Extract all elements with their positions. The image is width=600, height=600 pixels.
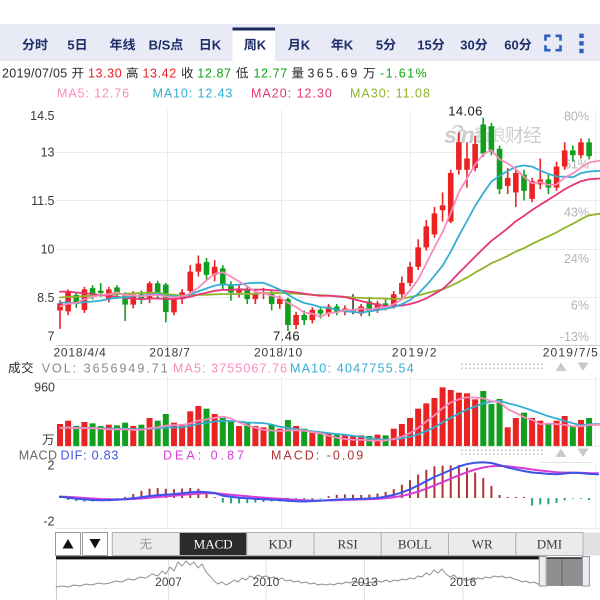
svg-text:13: 13 (41, 145, 55, 159)
svg-text:12.77: 12.77 (254, 67, 288, 81)
svg-text:2010: 2010 (253, 575, 280, 589)
svg-text:VOL: 3656949.71: VOL: 3656949.71 (42, 361, 170, 375)
svg-text:K: K (344, 37, 354, 52)
svg-text:30: 30 (460, 37, 474, 52)
svg-text:2018/10: 2018/10 (254, 346, 303, 360)
svg-text:14.5: 14.5 (30, 109, 54, 123)
svg-text:5: 5 (376, 37, 383, 52)
svg-text:43%: 43% (564, 205, 589, 219)
svg-text:MA5: 12.76: MA5: 12.76 (57, 86, 130, 100)
svg-text:K: K (212, 37, 222, 52)
svg-text:11.5: 11.5 (31, 194, 54, 208)
svg-text:sina: sina (444, 122, 487, 148)
svg-text:960: 960 (34, 381, 55, 395)
svg-text:K: K (257, 37, 267, 52)
svg-text:80%: 80% (564, 109, 589, 123)
svg-text:DEA: 0.87: DEA: 0.87 (163, 449, 247, 463)
svg-text:2: 2 (48, 459, 55, 473)
svg-text:2016: 2016 (450, 575, 477, 589)
svg-text:13.30: 13.30 (88, 67, 122, 81)
svg-text:2018/4/4: 2018/4/4 (53, 346, 106, 360)
svg-text:14.06: 14.06 (448, 104, 483, 119)
svg-text:7.46: 7.46 (273, 329, 300, 344)
svg-text:-13%: -13% (560, 330, 589, 344)
svg-text:K: K (301, 37, 311, 52)
svg-text:365.69: 365.69 (308, 67, 360, 81)
svg-text:-1.61%: -1.61% (380, 67, 428, 81)
svg-text:MA30: 11.08: MA30: 11.08 (350, 86, 431, 100)
svg-text:12.87: 12.87 (197, 67, 231, 81)
svg-text:DIF: 0.83: DIF: 0.83 (61, 449, 120, 463)
svg-text:BOLL: BOLL (398, 537, 432, 552)
svg-text:2007: 2007 (155, 575, 182, 589)
svg-text:MACD: MACD (19, 449, 58, 463)
svg-text:B/S: B/S (149, 37, 171, 52)
svg-text:2019/7/5: 2019/7/5 (543, 346, 599, 360)
svg-text:60: 60 (504, 37, 518, 52)
svg-text:-2: -2 (43, 515, 54, 529)
svg-text:MA10: 12.43: MA10: 12.43 (153, 86, 234, 100)
svg-text:10: 10 (41, 242, 55, 256)
svg-text:2019/07/05: 2019/07/05 (2, 67, 68, 81)
svg-text:MACD: -0.09: MACD: -0.09 (271, 449, 365, 463)
svg-text:MA20: 12.30: MA20: 12.30 (251, 86, 333, 100)
svg-text:13.42: 13.42 (143, 67, 177, 81)
svg-text:6%: 6% (571, 298, 589, 312)
svg-text:2013: 2013 (351, 575, 378, 589)
svg-text:7: 7 (48, 329, 55, 343)
svg-text:61%: 61% (564, 157, 589, 171)
svg-text:2019/2: 2019/2 (392, 346, 438, 360)
svg-text:RSI: RSI (338, 537, 358, 552)
svg-text:5: 5 (67, 37, 74, 52)
svg-text:15: 15 (417, 37, 431, 52)
svg-text:24%: 24% (564, 252, 589, 266)
svg-text:DMI: DMI (537, 537, 562, 552)
svg-text:2018/7: 2018/7 (149, 346, 191, 360)
svg-text:8.5: 8.5 (37, 291, 54, 305)
svg-text:MA10: 4047755.54: MA10: 4047755.54 (290, 361, 415, 375)
svg-text:MACD: MACD (194, 537, 233, 552)
svg-text:KDJ: KDJ (268, 537, 292, 552)
svg-text:WR: WR (472, 537, 493, 552)
svg-text:MA5: 3755067.76: MA5: 3755067.76 (173, 361, 288, 375)
